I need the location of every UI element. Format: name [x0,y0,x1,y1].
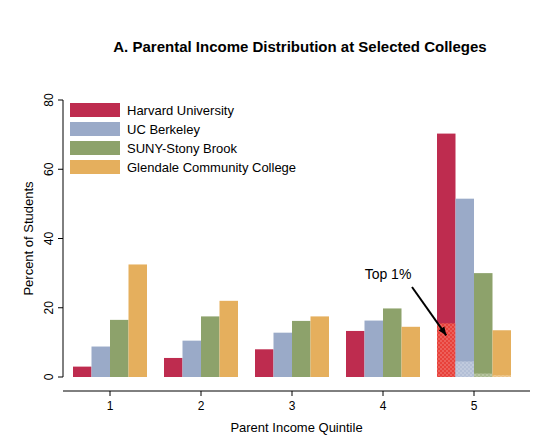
annotation: Top 1% [365,266,412,282]
y-tick [58,377,63,378]
bars [73,134,511,377]
bar [183,341,202,377]
bar [456,199,475,377]
x-axis-line [63,391,530,392]
bar [437,134,456,377]
x-axis-title: Parent Income Quintile [230,420,362,435]
y-axis-title: Percent of Students [21,181,36,296]
x-tick [383,391,384,396]
legend-swatch [70,103,120,117]
y-tick-label: 0 [42,373,56,380]
top-1-percent-bar [493,375,512,377]
y-tick [58,100,63,101]
x-tick [201,391,202,396]
legend-swatch [70,160,120,174]
annotation-arrowhead [439,327,447,336]
bar [346,331,365,377]
bar [365,321,384,377]
x-tick-label: 5 [471,399,478,413]
bar [110,320,129,377]
bar [255,349,274,377]
annotation-arrow [412,287,446,335]
x-tick-label: 4 [380,399,387,413]
y-tick [58,238,63,239]
y-tick [58,307,63,308]
top-1-percent-bar [456,361,475,377]
legend: Harvard University UC Berkeley SUNY-Stony … [67,100,307,180]
legend-label: UC Berkeley [127,122,200,137]
bar [474,273,493,377]
bar [274,333,293,377]
x-tick-label: 2 [198,399,205,413]
legend-swatch [70,141,120,155]
y-tick-label: 20 [42,301,56,315]
legend-swatch [70,122,120,136]
y-tick [58,169,63,170]
bar [311,316,330,377]
legend-label: SUNY-Stony Brook [127,141,238,156]
x-tick [474,391,475,396]
y-tick-label: 40 [42,232,56,246]
bar [129,264,148,377]
legend-label: Glendale Community College [127,160,296,175]
title: A. Parental Income Distribution at Selec… [113,38,486,55]
bar [164,358,183,377]
bar [201,316,220,377]
bar [92,347,111,377]
x-tick-label: 1 [107,399,114,413]
y-tick-label: 60 [42,162,56,176]
y-tick-label: 80 [42,93,56,107]
bar [220,301,239,377]
bar [73,367,92,377]
bar [402,327,421,377]
chart: A. Parental Income Distribution at Selec… [0,0,544,445]
x-tick [110,391,111,396]
x-tick-label: 3 [289,399,296,413]
legend-background [67,100,307,180]
bar [493,330,512,377]
bar [383,308,402,377]
x-tick [292,391,293,396]
legend-label: Harvard University [127,103,234,118]
top-1-percent-bar [437,323,456,377]
top-1-percent-bar [474,374,493,377]
bar [292,321,311,377]
